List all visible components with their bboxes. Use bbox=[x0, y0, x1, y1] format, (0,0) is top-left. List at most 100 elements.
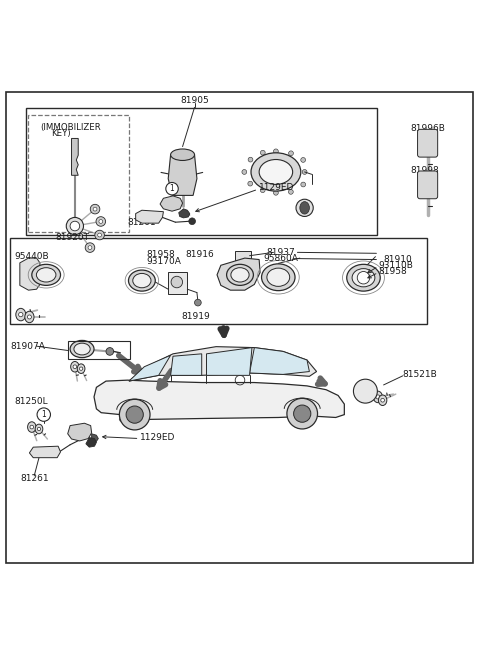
Ellipse shape bbox=[77, 364, 85, 373]
Text: KEY): KEY) bbox=[51, 129, 71, 138]
Text: 81905: 81905 bbox=[180, 96, 209, 105]
Ellipse shape bbox=[35, 424, 43, 434]
Circle shape bbox=[166, 183, 178, 195]
Polygon shape bbox=[68, 423, 92, 441]
Ellipse shape bbox=[352, 269, 375, 287]
Text: 93170A: 93170A bbox=[147, 257, 181, 267]
Circle shape bbox=[126, 406, 144, 423]
Polygon shape bbox=[206, 348, 252, 375]
Text: 1: 1 bbox=[41, 410, 46, 419]
Circle shape bbox=[274, 191, 278, 195]
Ellipse shape bbox=[32, 265, 60, 286]
Circle shape bbox=[73, 365, 77, 369]
Polygon shape bbox=[92, 434, 98, 442]
Circle shape bbox=[194, 299, 201, 306]
Circle shape bbox=[79, 367, 83, 370]
Polygon shape bbox=[136, 210, 163, 223]
Ellipse shape bbox=[227, 265, 253, 286]
Ellipse shape bbox=[133, 273, 151, 288]
Polygon shape bbox=[94, 380, 344, 419]
Polygon shape bbox=[168, 155, 197, 195]
Bar bbox=[25, 108, 377, 235]
Circle shape bbox=[288, 189, 293, 195]
Ellipse shape bbox=[36, 268, 56, 282]
Text: 81996B: 81996B bbox=[410, 124, 445, 133]
Polygon shape bbox=[29, 446, 60, 458]
Bar bbox=[168, 272, 187, 294]
Circle shape bbox=[423, 179, 432, 187]
Circle shape bbox=[423, 137, 432, 145]
Polygon shape bbox=[129, 346, 317, 381]
Text: 81958: 81958 bbox=[379, 267, 408, 276]
Ellipse shape bbox=[347, 265, 380, 291]
Ellipse shape bbox=[231, 268, 249, 282]
Text: 81916: 81916 bbox=[185, 250, 214, 259]
Circle shape bbox=[302, 170, 307, 174]
Polygon shape bbox=[20, 258, 40, 290]
Ellipse shape bbox=[262, 264, 295, 291]
Ellipse shape bbox=[170, 149, 194, 160]
Polygon shape bbox=[217, 258, 260, 290]
Circle shape bbox=[294, 405, 311, 422]
Circle shape bbox=[261, 150, 265, 155]
Bar bbox=[68, 341, 130, 359]
Circle shape bbox=[296, 199, 313, 216]
Ellipse shape bbox=[25, 311, 34, 323]
Ellipse shape bbox=[70, 341, 94, 358]
Polygon shape bbox=[86, 438, 96, 447]
Circle shape bbox=[30, 425, 34, 429]
Polygon shape bbox=[250, 348, 310, 375]
Ellipse shape bbox=[74, 343, 90, 355]
Circle shape bbox=[288, 151, 293, 156]
FancyBboxPatch shape bbox=[418, 129, 438, 157]
Circle shape bbox=[93, 207, 97, 211]
Circle shape bbox=[357, 272, 370, 284]
Circle shape bbox=[106, 348, 114, 355]
Polygon shape bbox=[160, 196, 182, 211]
Circle shape bbox=[85, 243, 95, 252]
Polygon shape bbox=[72, 138, 78, 176]
Text: 81937: 81937 bbox=[266, 248, 295, 257]
Text: 81958: 81958 bbox=[147, 250, 175, 259]
Ellipse shape bbox=[16, 309, 26, 321]
Ellipse shape bbox=[251, 153, 301, 191]
Circle shape bbox=[376, 395, 380, 399]
Text: 1129ED: 1129ED bbox=[141, 433, 176, 442]
Text: 81261: 81261 bbox=[21, 474, 49, 483]
Circle shape bbox=[301, 182, 306, 187]
Circle shape bbox=[248, 181, 252, 186]
Circle shape bbox=[120, 400, 150, 430]
Ellipse shape bbox=[267, 268, 289, 286]
Ellipse shape bbox=[378, 395, 387, 405]
Circle shape bbox=[96, 217, 106, 226]
Bar bbox=[10, 238, 427, 324]
Ellipse shape bbox=[129, 270, 156, 291]
Circle shape bbox=[301, 158, 306, 162]
Circle shape bbox=[98, 233, 102, 237]
Text: 81250L: 81250L bbox=[14, 397, 48, 406]
Text: 95860A: 95860A bbox=[263, 254, 298, 263]
Text: 81261: 81261 bbox=[128, 217, 156, 227]
Ellipse shape bbox=[27, 422, 36, 432]
Circle shape bbox=[381, 398, 384, 402]
Circle shape bbox=[70, 221, 80, 231]
Circle shape bbox=[99, 219, 103, 223]
Text: (IMMOBILIZER: (IMMOBILIZER bbox=[40, 123, 101, 132]
Text: 95440B: 95440B bbox=[14, 252, 49, 261]
Circle shape bbox=[27, 315, 31, 319]
Text: 1129ED: 1129ED bbox=[259, 183, 295, 193]
Circle shape bbox=[359, 385, 372, 398]
Text: 81998: 81998 bbox=[410, 166, 439, 175]
Text: 81919: 81919 bbox=[181, 312, 210, 322]
Circle shape bbox=[171, 276, 182, 288]
Circle shape bbox=[274, 149, 278, 154]
Circle shape bbox=[242, 170, 247, 174]
Ellipse shape bbox=[300, 202, 310, 214]
Circle shape bbox=[189, 218, 195, 225]
Text: 81521B: 81521B bbox=[403, 370, 437, 379]
Ellipse shape bbox=[373, 391, 383, 403]
Text: 81910: 81910 bbox=[384, 255, 412, 263]
Circle shape bbox=[66, 217, 84, 234]
Polygon shape bbox=[170, 354, 202, 375]
Bar bbox=[28, 115, 129, 232]
